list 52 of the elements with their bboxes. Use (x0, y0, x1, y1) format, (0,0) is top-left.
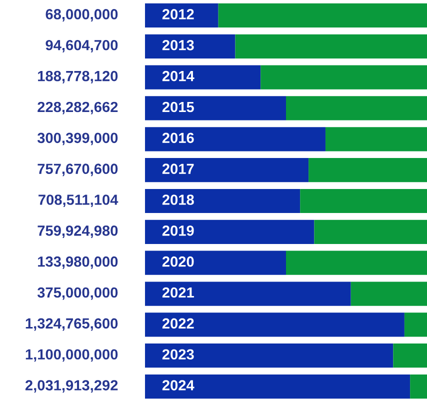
bar (218, 3, 427, 28)
text: 757,670,600 (38, 164, 118, 176)
text: 133,980,000 (38, 256, 118, 269)
bar (145, 312, 404, 337)
text: 2,031,913,292 (25, 380, 118, 393)
bar (235, 34, 427, 58)
y-tick-label: 2013 (162, 40, 194, 50)
bar (308, 158, 427, 182)
bar (286, 250, 427, 275)
bar (145, 374, 410, 399)
bar (393, 344, 427, 368)
bar (314, 220, 427, 244)
bar (145, 220, 314, 244)
y-tick-label: 2014 (162, 70, 194, 82)
text: 300,399,000 (37, 132, 118, 146)
bar (145, 96, 286, 120)
bar (404, 312, 427, 337)
y-tick-label: 2015 (162, 102, 194, 112)
bar (145, 65, 261, 90)
bar (325, 127, 427, 152)
y-tick-label: 2016 (162, 132, 194, 144)
text: 708,511,104 (38, 194, 118, 208)
y-tick-label: 2023 (162, 349, 194, 360)
text: 375,000,000 (37, 287, 118, 300)
text: 68,000,000 (46, 9, 118, 22)
bar (260, 65, 427, 90)
bar (145, 250, 286, 275)
y-tick-label: 2018 (162, 194, 194, 205)
bar (145, 158, 309, 182)
bar (286, 96, 427, 120)
bar (145, 127, 326, 152)
y-tick-label: 2024 (162, 380, 194, 390)
bar (300, 188, 427, 214)
text: 228,282,662 (38, 102, 118, 114)
text: 188,778,120 (38, 70, 118, 84)
text: 1,324,765,600 (26, 318, 118, 331)
bar (145, 34, 236, 58)
bar (145, 344, 394, 368)
y-tick-label: 2019 (162, 226, 194, 236)
y-tick-label: 2017 (162, 164, 194, 174)
y-tick-label: 2021 (162, 287, 194, 298)
text: 94,604,700 (46, 40, 118, 52)
text: 1,100,000,000 (26, 349, 118, 362)
y-tick-label: 2020 (162, 256, 194, 267)
bar (145, 3, 218, 28)
bar (145, 282, 351, 306)
y-tick-label: 2012 (162, 9, 194, 20)
bar (410, 374, 427, 399)
text: 759,924,980 (38, 226, 118, 238)
y-tick-label: 2022 (162, 318, 194, 329)
bar (145, 188, 300, 214)
bar (350, 282, 427, 306)
